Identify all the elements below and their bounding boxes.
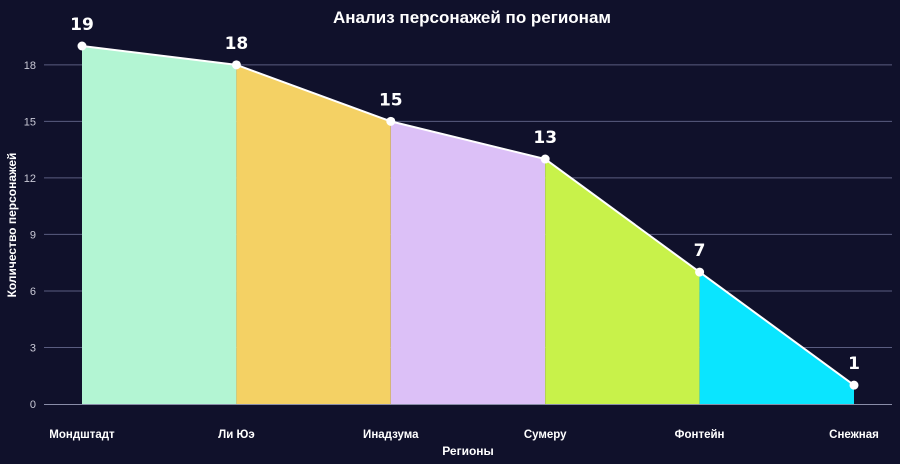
x-tick-label: Мондштадт: [49, 429, 115, 441]
data-label: 7: [694, 241, 706, 261]
x-tick-label: Ли Юэ: [218, 429, 255, 441]
x-tick-label: Сумеру: [524, 429, 567, 441]
chart-title: Анализ персонажей по регионам: [333, 8, 611, 27]
y-tick-label: 3: [30, 342, 36, 354]
area-segment: [82, 46, 237, 404]
x-axis-ticks: Мондштадт Ли Юэ Инадзума Сумеру Фонтейн Снежн…: [49, 429, 879, 441]
y-axis-ticks: 0 3 6 9 12 15 18: [24, 60, 36, 411]
area-segment: [545, 159, 700, 404]
y-tick-label: 6: [30, 286, 36, 298]
data-label: 19: [70, 15, 94, 35]
series-line-group: [81, 45, 855, 386]
y-tick-label: 9: [30, 229, 36, 241]
x-tick-label: Фонтейн: [675, 429, 725, 441]
y-axis-title: Количество персонажей: [5, 153, 19, 298]
data-point: [77, 41, 87, 51]
data-point: [849, 380, 859, 390]
data-point: [695, 267, 705, 277]
series-line: [81, 45, 855, 386]
y-tick-label: 0: [30, 399, 36, 411]
x-tick-label: Инадзума: [363, 429, 419, 441]
area-segment: [236, 64, 391, 404]
area-segment: [699, 272, 854, 404]
area-segment: [390, 121, 546, 405]
area-segments: [82, 46, 854, 405]
y-tick-label: 12: [24, 173, 36, 185]
y-tick-label: 18: [24, 60, 36, 72]
data-label: 1: [848, 354, 860, 374]
data-label: 15: [379, 90, 403, 110]
data-label: 18: [225, 34, 249, 54]
y-tick-label: 15: [24, 116, 36, 128]
x-tick-label: Снежная: [829, 429, 879, 441]
data-points: [77, 41, 859, 390]
x-axis-title: Регионы: [442, 444, 494, 458]
data-point: [231, 60, 241, 70]
data-labels: 19 18 15 13 7 1: [70, 15, 860, 374]
data-point: [386, 116, 396, 126]
data-point: [540, 154, 550, 164]
data-label: 13: [533, 128, 557, 148]
